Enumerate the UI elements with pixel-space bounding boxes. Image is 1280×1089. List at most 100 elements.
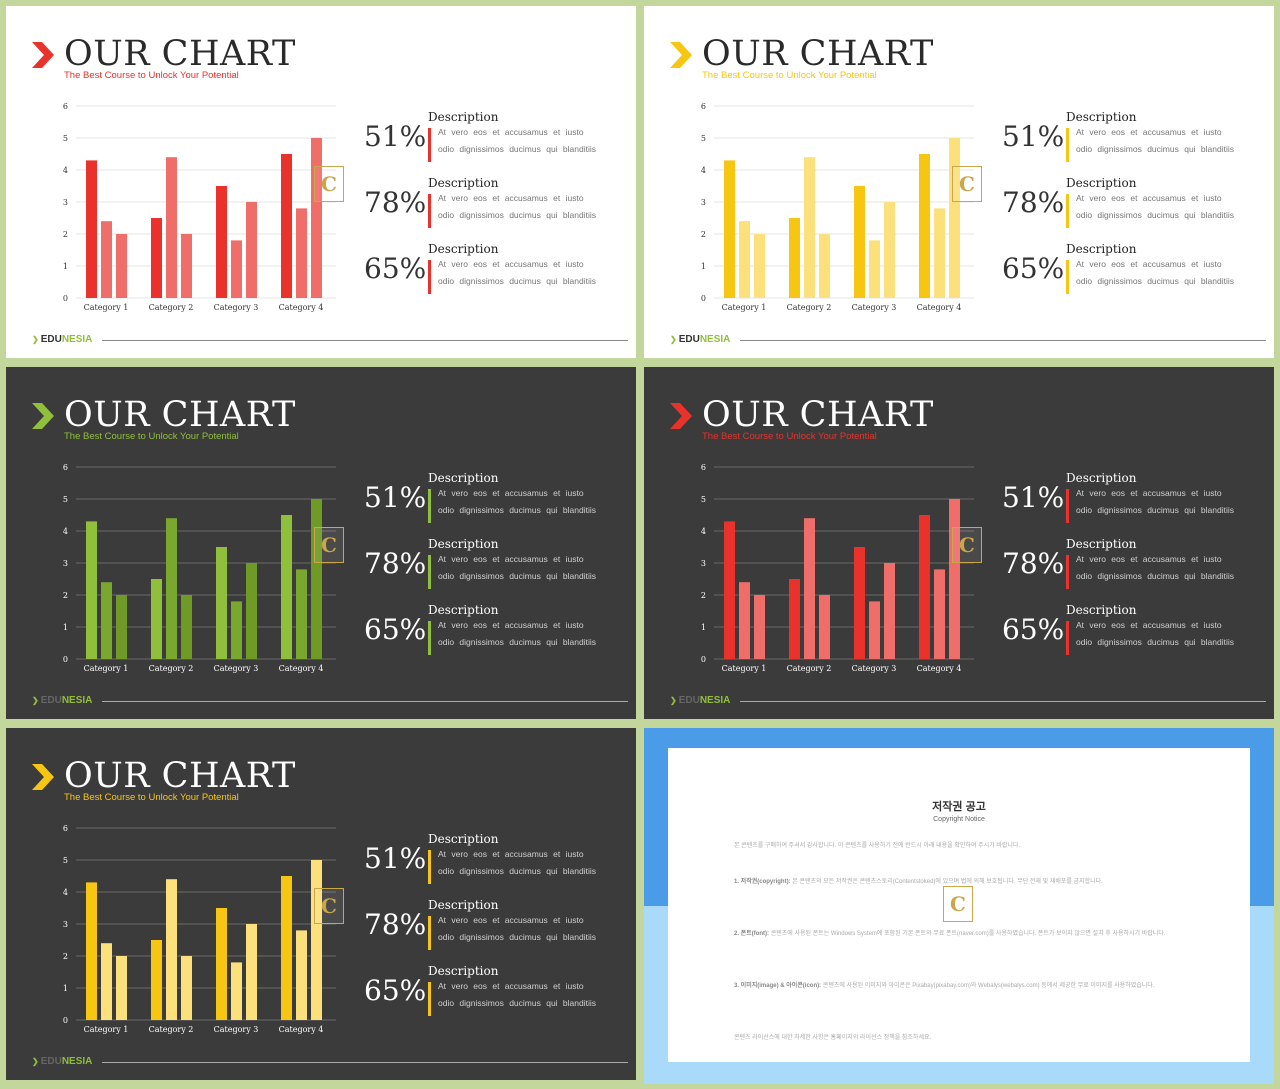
bar-1-1 [804,518,815,659]
y-tick-label: 1 [63,623,68,632]
notice-subtitle: Copyright Notice [933,816,985,823]
bar-2-2 [246,202,257,298]
bar-1-0 [789,579,800,659]
bar-1-0 [789,218,800,298]
bar-0-1 [739,582,750,659]
copyright-notice-slide: 저작권 공고 Copyright Notice 본 콘텐츠를 구매하여 주셔서 … [644,728,1274,1084]
footer-arrow-icon: ❯ [670,335,677,344]
y-tick-label: 3 [63,920,68,929]
stat-accent-bar [428,489,431,523]
bar-1-1 [804,157,815,298]
bar-0-1 [101,582,112,659]
x-tick-label: Category 4 [279,303,324,312]
stat-description-text: At vero eos et accusamus et iusto odio d… [438,127,596,154]
x-tick-label: Category 3 [852,303,897,312]
bar-0-1 [101,221,112,298]
bar-0-0 [86,160,97,298]
brand-edu: EDU [40,1056,62,1067]
stat-description-title: Description [1066,603,1137,617]
bar-chart: 0 1 2 3 4 5 6 Category 1 Category 2 Category 3 Cat… [63,463,336,673]
brand-nesia: NESIA [61,1056,93,1067]
chart-slide-red-light: OUR CHART The Best Course to Unlock Your… [6,6,636,358]
stat-accent-bar [1066,621,1069,655]
stat-item: 51% Description At vero eos et accusamus… [364,832,604,898]
stat-accent-bar [428,555,431,589]
bar-1-2 [181,595,192,659]
stat-item: 78% Description At vero eos et accusamus… [1002,537,1242,603]
stat-accent-bar [1066,555,1069,589]
bar-0-2 [754,234,765,298]
y-tick-label: 0 [701,655,706,664]
bar-2-1 [231,240,242,298]
y-tick-label: 4 [63,527,68,536]
logo-badge: C [314,888,344,924]
x-tick-label: Category 2 [149,303,194,312]
y-tick-label: 2 [63,591,68,600]
stat-item: 51% Description At vero eos et accusamus… [364,471,604,537]
stat-item: 65% Description At vero eos et accusamus… [364,242,604,308]
stat-item: 51% Description At vero eos et accusamus… [364,110,604,176]
x-tick-label: Category 1 [84,303,129,312]
stat-description-title: Description [428,832,499,846]
notice-item-font-label: 2. 폰트(font): [734,931,770,937]
stat-percent: 78% [1002,547,1065,580]
bar-2-0 [216,908,227,1020]
footer-brand: ❯ EDUNESIA [32,334,92,345]
bar-0-2 [754,595,765,659]
bar-1-2 [819,595,830,659]
stat-item: 65% Description At vero eos et accusamus… [1002,242,1242,308]
stat-accent-bar [428,194,431,228]
stat-accent-bar [1066,260,1069,294]
stat-description-text: At vero eos et accusamus et iusto odio d… [1076,620,1234,647]
bar-1-0 [151,940,162,1020]
footer-arrow-icon: ❯ [32,696,39,705]
chart-slide-green-dark: OUR CHART The Best Course to Unlock Your… [6,367,636,719]
footer-divider [102,1062,628,1063]
y-tick-label: 0 [63,294,68,303]
logo-badge: C [952,527,982,563]
stat-description-title: Description [428,242,499,256]
bar-3-0 [281,515,292,659]
bar-3-1 [296,930,307,1020]
notice-item-font: 2. 폰트(font): 콘텐츠에 사용된 폰트는 Windows System… [734,928,1186,940]
bar-3-1 [296,208,307,298]
chevron-right-icon [32,764,54,790]
notice-item-image-text: 콘텐츠에 사용된 이미지와 아이콘은 Pixabay(pixabay.com)와… [822,983,1155,989]
stat-percent: 65% [364,974,427,1007]
brand-edu: EDU [40,695,62,706]
bar-1-1 [166,518,177,659]
bar-chart: 0 1 2 3 4 5 6 Category 1 Category 2 Category 3 Cat… [701,102,974,312]
y-tick-label: 4 [701,527,706,536]
y-tick-label: 6 [701,463,706,472]
footer-brand: ❯ EDUNESIA [32,695,92,706]
x-tick-label: Category 1 [722,303,767,312]
x-tick-label: Category 1 [722,664,767,673]
bar-2-2 [884,563,895,659]
x-tick-label: Category 3 [214,664,259,673]
notice-intro: 본 콘텐츠를 구매하여 주셔서 감사합니다. 이 콘텐츠를 사용하기 전에 반드… [734,843,1021,849]
stat-description-text: At vero eos et accusamus et iusto odio d… [1076,193,1234,220]
x-tick-label: Category 4 [917,303,962,312]
brand-edu: EDU [678,695,700,706]
y-tick-label: 1 [63,262,68,271]
bar-1-0 [151,579,162,659]
bar-3-0 [281,154,292,298]
stat-percent: 78% [1002,186,1065,219]
brand-nesia: NESIA [699,334,731,345]
slide-subtitle: The Best Course to Unlock Your Potential [64,70,239,81]
stat-description-title: Description [428,176,499,190]
slide-title: OUR CHART [64,756,296,796]
x-tick-label: Category 1 [84,1025,129,1034]
bar-1-1 [166,879,177,1020]
footer-divider [102,701,628,702]
footer-divider [740,340,1266,341]
stat-description-title: Description [1066,471,1137,485]
brand-edu: EDU [40,334,62,345]
stat-description-title: Description [428,537,499,551]
footer-brand: ❯ EDUNESIA [670,334,730,345]
bar-0-1 [739,221,750,298]
y-tick-label: 2 [63,230,68,239]
chevron-right-icon [32,403,54,429]
bar-2-2 [246,563,257,659]
y-tick-label: 0 [63,655,68,664]
